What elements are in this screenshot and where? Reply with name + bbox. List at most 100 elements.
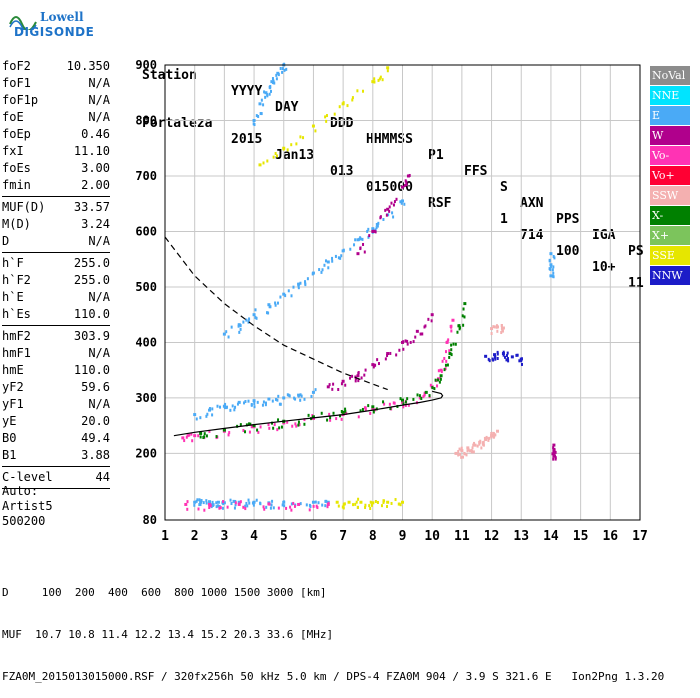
echo-trace-nnw bbox=[484, 350, 523, 366]
echo-speckle bbox=[381, 78, 384, 82]
echo-speckle bbox=[329, 416, 332, 420]
echo-speckle bbox=[551, 274, 554, 278]
param-name: foF1 bbox=[2, 76, 31, 90]
echo-speckle bbox=[321, 503, 324, 507]
echo-speckle bbox=[376, 224, 379, 228]
echo-speckle bbox=[341, 505, 344, 509]
echo-speckle bbox=[552, 271, 555, 275]
echo-speckle bbox=[393, 200, 396, 204]
echo-trace-e bbox=[548, 252, 556, 279]
echo-speckle bbox=[452, 342, 455, 346]
echo-speckle bbox=[457, 453, 460, 457]
echo-point bbox=[552, 443, 556, 447]
echo-speckle bbox=[450, 348, 453, 352]
echo-speckle bbox=[368, 234, 371, 238]
echo-speckle bbox=[340, 417, 343, 421]
param-row: h`E N/A bbox=[2, 289, 110, 306]
echo-speckle bbox=[492, 434, 495, 438]
echo-speckle bbox=[314, 388, 317, 392]
echo-speckle bbox=[445, 359, 448, 363]
echo-point bbox=[252, 424, 256, 428]
echo-speckle bbox=[339, 256, 342, 260]
y-tick-label: 900 bbox=[135, 58, 157, 72]
echo-speckle bbox=[265, 311, 268, 315]
param-row: D N/A bbox=[2, 233, 110, 250]
echo-speckle bbox=[372, 410, 375, 414]
echo-speckle bbox=[337, 256, 340, 260]
echo-speckle bbox=[208, 505, 211, 509]
echo-speckle bbox=[248, 317, 251, 321]
echo-speckle bbox=[200, 499, 203, 503]
echo-speckle bbox=[252, 122, 255, 126]
echo-speckle bbox=[399, 503, 402, 507]
param-row: yF1 N/A bbox=[2, 396, 110, 413]
echo-speckle bbox=[549, 267, 552, 271]
echo-speckle bbox=[298, 423, 301, 427]
echo-speckle bbox=[305, 503, 308, 507]
echo-speckle bbox=[297, 423, 300, 427]
echo-point bbox=[216, 500, 220, 504]
echo-speckle bbox=[277, 418, 280, 422]
echo-point bbox=[326, 502, 330, 506]
echo-point bbox=[356, 252, 360, 256]
echo-speckle bbox=[205, 499, 208, 503]
header-label: PPS bbox=[556, 212, 580, 227]
echo-speckle bbox=[380, 504, 383, 508]
echo-point bbox=[386, 500, 390, 504]
legend-item: W bbox=[650, 126, 690, 145]
param-row: h`F 255.0 bbox=[2, 255, 110, 272]
echo-speckle bbox=[372, 229, 375, 233]
echo-speckle bbox=[362, 89, 365, 93]
echo-speckle bbox=[203, 508, 206, 512]
echo-speckle bbox=[370, 503, 373, 507]
echo-speckle bbox=[386, 504, 389, 508]
echo-speckle bbox=[290, 508, 293, 512]
echo-speckle bbox=[276, 398, 279, 402]
echo-speckle bbox=[375, 222, 378, 226]
y-tick-label: 400 bbox=[135, 335, 157, 349]
echo-trace-e bbox=[252, 62, 288, 127]
echo-speckle bbox=[247, 399, 250, 403]
echo-speckle bbox=[286, 420, 289, 424]
echo-speckle bbox=[493, 325, 496, 329]
legend-item: X- bbox=[650, 206, 690, 225]
echo-trace-vo- bbox=[181, 318, 455, 443]
echo-speckle bbox=[494, 357, 497, 361]
echo-speckle bbox=[554, 457, 557, 461]
param-divider bbox=[2, 252, 110, 253]
echo-point bbox=[282, 146, 286, 150]
echo-point bbox=[341, 379, 345, 383]
x-tick-label: 1 bbox=[161, 529, 169, 544]
echo-speckle bbox=[299, 135, 302, 139]
echo-point bbox=[282, 396, 286, 400]
echo-point bbox=[478, 440, 482, 444]
header-value: 013 bbox=[330, 164, 354, 179]
echo-speckle bbox=[339, 414, 342, 418]
param-group-critical-freqs: foF2 10.350 foF1 N/A foF1p N/A foE N/A foEp 0.46 f… bbox=[2, 58, 110, 194]
legend-item: Vo- bbox=[650, 146, 690, 165]
echo-speckle bbox=[384, 208, 387, 212]
echo-speckle bbox=[255, 316, 258, 320]
echo-speckle bbox=[290, 294, 293, 298]
echo-speckle bbox=[378, 77, 381, 81]
echo-speckle bbox=[188, 433, 191, 437]
echo-speckle bbox=[297, 286, 300, 290]
echo-speckle bbox=[342, 248, 345, 252]
echo-speckle bbox=[367, 404, 370, 408]
echo-point bbox=[439, 368, 443, 372]
x-tick-label: 10 bbox=[424, 529, 440, 544]
echo-speckle bbox=[331, 256, 334, 260]
echo-speckle bbox=[218, 506, 221, 510]
x-tick-label: 7 bbox=[339, 529, 347, 544]
autoscaling-info: Auto: Artist5 500200 bbox=[2, 484, 53, 529]
echo-speckle bbox=[500, 331, 503, 335]
echo-speckle bbox=[325, 114, 328, 118]
echo-point bbox=[549, 274, 553, 278]
param-name: fmin bbox=[2, 178, 31, 192]
echo-speckle bbox=[225, 406, 228, 410]
echo-speckle bbox=[205, 414, 208, 418]
echo-speckle bbox=[245, 318, 248, 322]
echo-speckle bbox=[351, 98, 354, 102]
echo-speckle bbox=[382, 217, 385, 221]
echo-speckle bbox=[463, 315, 466, 319]
